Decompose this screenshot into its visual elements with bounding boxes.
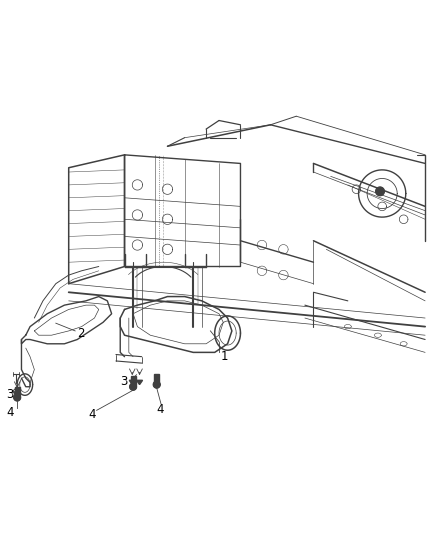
Polygon shape [376, 187, 384, 196]
Polygon shape [154, 374, 159, 383]
Text: 3: 3 [7, 388, 14, 401]
Polygon shape [130, 383, 137, 390]
Polygon shape [16, 395, 18, 400]
Polygon shape [129, 380, 135, 385]
Polygon shape [137, 380, 142, 385]
Polygon shape [14, 387, 20, 395]
Text: 1: 1 [221, 350, 229, 363]
Text: 2: 2 [77, 327, 85, 340]
Polygon shape [14, 393, 20, 398]
Polygon shape [153, 381, 160, 388]
Polygon shape [132, 385, 134, 389]
Polygon shape [131, 376, 136, 385]
Text: 4: 4 [7, 406, 14, 419]
Polygon shape [155, 383, 158, 387]
Text: 4: 4 [88, 408, 95, 421]
Text: 4: 4 [157, 402, 164, 416]
Text: 3: 3 [120, 375, 127, 388]
Polygon shape [14, 394, 21, 401]
